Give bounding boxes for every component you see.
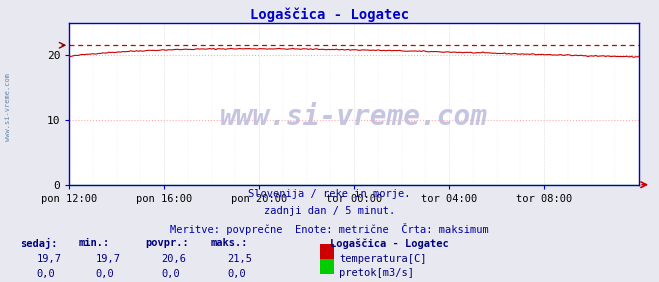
Text: pretok[m3/s]: pretok[m3/s]: [339, 268, 415, 278]
Text: sedaj:: sedaj:: [20, 238, 57, 249]
Text: 21,5: 21,5: [227, 254, 252, 264]
Text: www.si-vreme.com: www.si-vreme.com: [5, 73, 11, 141]
Text: Slovenija / reke in morje.: Slovenija / reke in morje.: [248, 189, 411, 199]
Text: Logaščica - Logatec: Logaščica - Logatec: [250, 7, 409, 21]
Text: Meritve: povprečne  Enote: metrične  Črta: maksimum: Meritve: povprečne Enote: metrične Črta:…: [170, 223, 489, 235]
Text: 0,0: 0,0: [96, 269, 114, 279]
Text: temperatura[C]: temperatura[C]: [339, 254, 427, 264]
Text: zadnji dan / 5 minut.: zadnji dan / 5 minut.: [264, 206, 395, 216]
Text: min.:: min.:: [79, 238, 110, 248]
Text: 20,6: 20,6: [161, 254, 186, 264]
Text: Logaščica - Logatec: Logaščica - Logatec: [330, 238, 448, 249]
Text: povpr.:: povpr.:: [145, 238, 188, 248]
Text: 0,0: 0,0: [227, 269, 246, 279]
Text: 19,7: 19,7: [36, 254, 61, 264]
Text: 19,7: 19,7: [96, 254, 121, 264]
Text: www.si-vreme.com: www.si-vreme.com: [220, 103, 488, 131]
Text: 0,0: 0,0: [36, 269, 55, 279]
Text: 0,0: 0,0: [161, 269, 180, 279]
Text: maks.:: maks.:: [211, 238, 248, 248]
